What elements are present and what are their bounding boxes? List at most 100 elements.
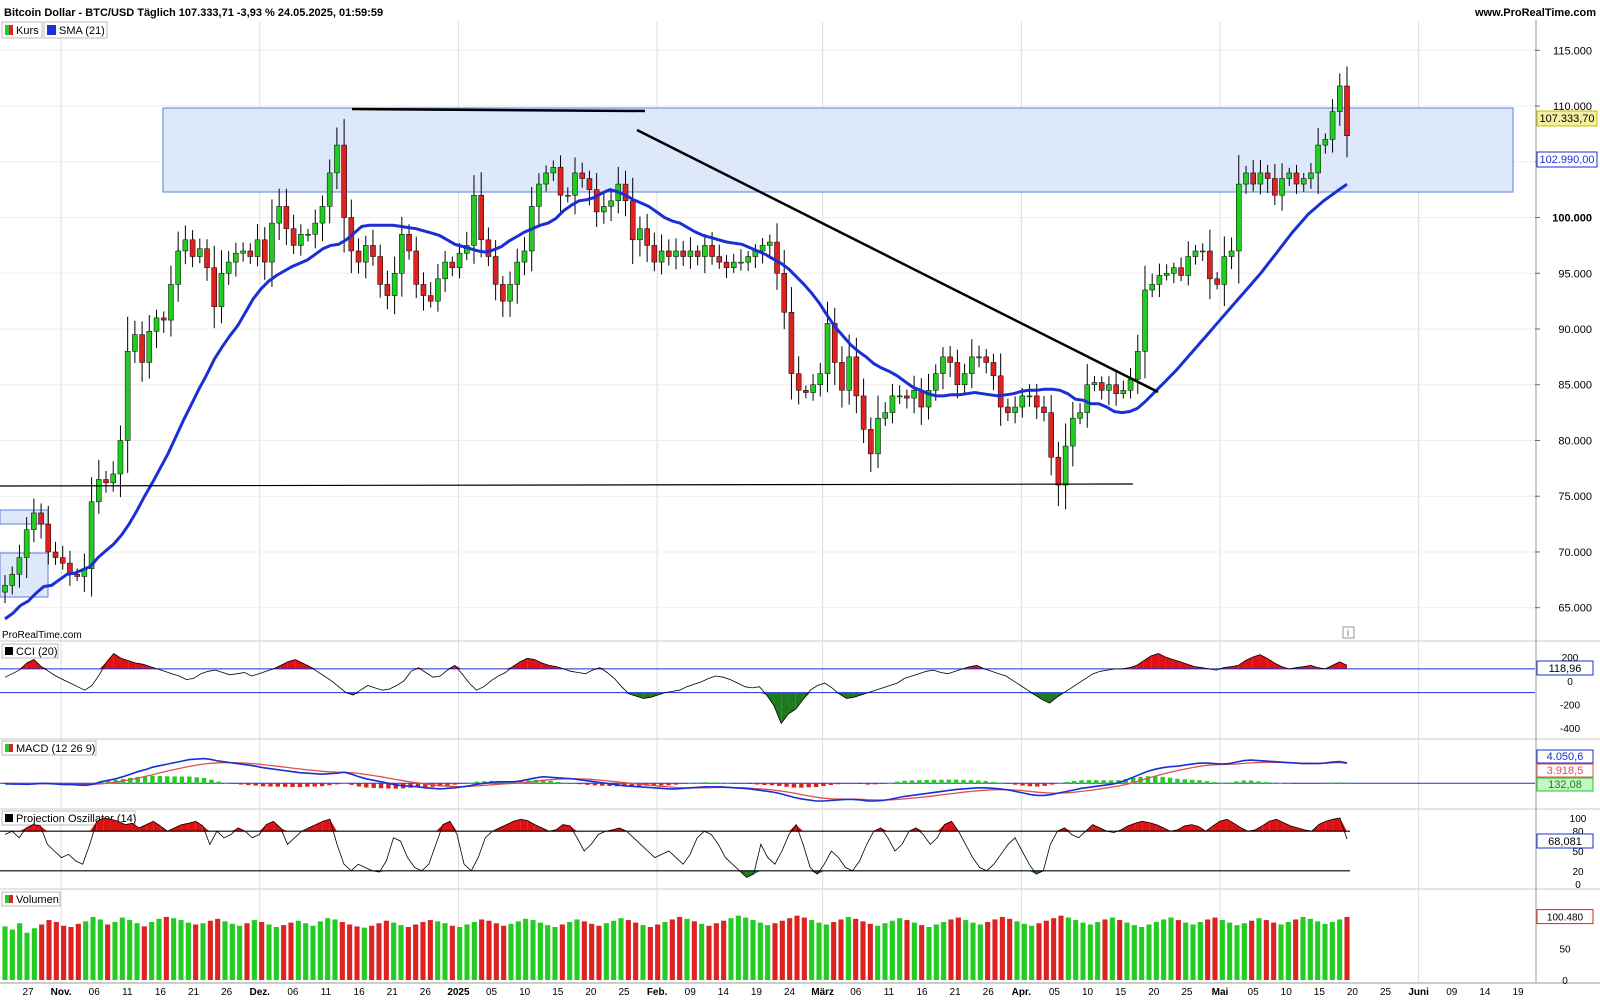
candle-up[interactable]: [1279, 178, 1285, 196]
candle-up[interactable]: [471, 194, 477, 246]
candle-up[interactable]: [456, 252, 463, 268]
candle-up[interactable]: [1300, 178, 1307, 185]
candle-up[interactable]: [1070, 417, 1076, 447]
candle-up[interactable]: [824, 323, 831, 374]
candle-up[interactable]: [550, 167, 557, 174]
candle-up[interactable]: [572, 172, 578, 196]
cci-line[interactable]: [4, 652, 1348, 725]
candle-up[interactable]: [1142, 289, 1148, 352]
candle-down[interactable]: [947, 356, 953, 363]
candle-up[interactable]: [521, 250, 528, 263]
candle-up[interactable]: [312, 222, 319, 235]
candle-up[interactable]: [442, 261, 448, 280]
candle-up[interactable]: [110, 473, 116, 484]
candle-up[interactable]: [16, 557, 23, 575]
candle-up[interactable]: [23, 529, 30, 558]
candle-up[interactable]: [319, 206, 326, 224]
candle-up[interactable]: [1337, 85, 1343, 112]
candle-up[interactable]: [96, 479, 102, 503]
candle-down[interactable]: [860, 395, 867, 430]
candle-down[interactable]: [139, 334, 145, 363]
candle-up[interactable]: [391, 273, 398, 296]
candle-up[interactable]: [124, 351, 131, 441]
candle-up[interactable]: [153, 317, 160, 332]
candle-up[interactable]: [1127, 378, 1134, 391]
candle-up[interactable]: [961, 373, 968, 385]
site-link[interactable]: www.ProRealTime.com: [1474, 7, 1596, 19]
candle-up[interactable]: [1257, 172, 1264, 185]
candle-down[interactable]: [52, 551, 59, 558]
candle-up[interactable]: [1135, 351, 1141, 380]
macd-signal-line[interactable]: [4, 761, 1348, 801]
candle-up[interactable]: [1062, 445, 1069, 486]
candle-down[interactable]: [261, 239, 268, 263]
candle-down[interactable]: [1214, 278, 1220, 285]
candle-down[interactable]: [795, 373, 802, 391]
candle-up[interactable]: [889, 395, 896, 413]
candle-down[interactable]: [593, 189, 600, 213]
candle-down[interactable]: [485, 239, 492, 257]
candle-up[interactable]: [225, 261, 232, 274]
candle-up[interactable]: [536, 183, 542, 207]
candle-down[interactable]: [1264, 172, 1271, 179]
volume-panel[interactable]: Volumen 100.480 50 0: [1, 891, 1594, 987]
candle-down[interactable]: [355, 250, 362, 263]
candle-down[interactable]: [781, 273, 787, 313]
candle-up[interactable]: [117, 440, 124, 475]
candle-up[interactable]: [1120, 390, 1127, 394]
candle-down[interactable]: [59, 557, 66, 564]
candle-up[interactable]: [175, 250, 181, 285]
candle-up[interactable]: [730, 261, 737, 268]
candle-down[interactable]: [557, 167, 564, 196]
candle-down[interactable]: [774, 241, 780, 274]
candle-up[interactable]: [1077, 412, 1083, 419]
candle-up[interactable]: [305, 233, 311, 236]
candle-up[interactable]: [969, 356, 975, 374]
candle-down[interactable]: [586, 178, 593, 190]
candle-up[interactable]: [875, 417, 881, 455]
candle-up[interactable]: [514, 261, 521, 285]
candle-down[interactable]: [723, 261, 730, 268]
candle-up[interactable]: [31, 512, 37, 530]
candle-down[interactable]: [954, 362, 961, 385]
candle-up[interactable]: [1308, 172, 1314, 179]
candle-down[interactable]: [290, 228, 297, 246]
candle-up[interactable]: [738, 261, 744, 264]
candle-down[interactable]: [1041, 406, 1047, 413]
candle-down[interactable]: [420, 284, 427, 296]
candle-up[interactable]: [1156, 275, 1163, 285]
candle-down[interactable]: [680, 250, 686, 257]
candle-up[interactable]: [1106, 384, 1112, 391]
candle-up[interactable]: [1286, 172, 1293, 179]
candle-down[interactable]: [211, 267, 217, 307]
candle-up[interactable]: [435, 278, 441, 302]
candle-down[interactable]: [384, 284, 391, 296]
candle-down[interactable]: [1055, 456, 1062, 486]
candle-down[interactable]: [629, 200, 636, 241]
candle-up[interactable]: [932, 373, 939, 391]
candle-down[interactable]: [341, 144, 347, 218]
candle-down[interactable]: [1033, 395, 1040, 408]
support-line[interactable]: [0, 483, 1134, 487]
candle-up[interactable]: [817, 373, 824, 385]
candle-up[interactable]: [1199, 250, 1206, 253]
candle-up[interactable]: [1012, 406, 1018, 413]
candle-down[interactable]: [427, 295, 434, 302]
candle-down[interactable]: [622, 183, 629, 202]
candle-down[interactable]: [709, 245, 715, 257]
candle-up[interactable]: [608, 200, 614, 207]
candle-down[interactable]: [500, 284, 506, 302]
candle-up[interactable]: [940, 356, 946, 374]
candle-up[interactable]: [1026, 395, 1033, 398]
candle-up[interactable]: [399, 233, 405, 274]
candle-down[interactable]: [413, 250, 420, 285]
candle-up[interactable]: [702, 245, 708, 257]
candle-down[interactable]: [1005, 406, 1011, 413]
candle-up[interactable]: [1171, 267, 1177, 274]
candle-up[interactable]: [1315, 144, 1321, 174]
projection-line[interactable]: [4, 817, 1348, 878]
candle-down[interactable]: [651, 245, 658, 263]
candle-up[interactable]: [1243, 172, 1249, 185]
candle-down[interactable]: [370, 245, 376, 257]
candle-down[interactable]: [1113, 384, 1119, 394]
